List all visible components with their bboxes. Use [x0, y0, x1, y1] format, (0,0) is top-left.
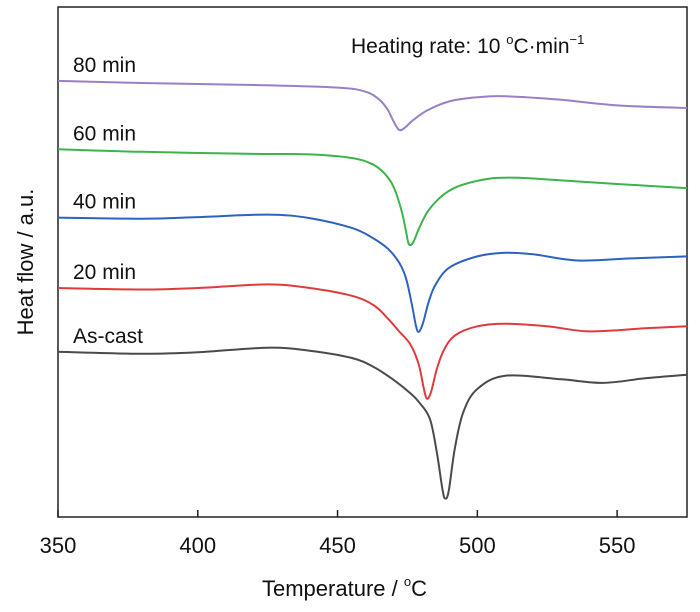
series-label: 80 min [73, 54, 136, 77]
x-tick-label: 400 [179, 533, 216, 558]
series-line-80-min [57, 79, 688, 132]
x-axis-ticks: 350 400 450 500 550 [40, 510, 636, 558]
series-line-20-min [57, 283, 688, 400]
x-axis-title: Temperature / oC [262, 574, 427, 601]
y-axis-title: Heat flow / a.u. [13, 189, 38, 336]
x-tick-label: 450 [319, 533, 356, 558]
x-tick-label: 350 [40, 533, 77, 558]
series-label: 40 min [73, 191, 136, 214]
series-label: As-cast [73, 325, 143, 348]
heating-rate-annotation: Heating rate: 10 oC·min−1 [351, 32, 584, 58]
x-tick-label: 500 [459, 533, 496, 558]
series-label: 20 min [73, 261, 136, 284]
series-line-40-min [57, 213, 688, 333]
plot-frame [57, 6, 688, 518]
series-line-60-min [57, 148, 688, 247]
series-labels: 80 min 60 min 40 min 20 min As-cast [73, 54, 143, 348]
x-tick-label: 550 [599, 533, 636, 558]
series-line-as-cast [57, 346, 688, 500]
series-lines [57, 79, 688, 500]
series-label: 60 min [73, 122, 136, 145]
